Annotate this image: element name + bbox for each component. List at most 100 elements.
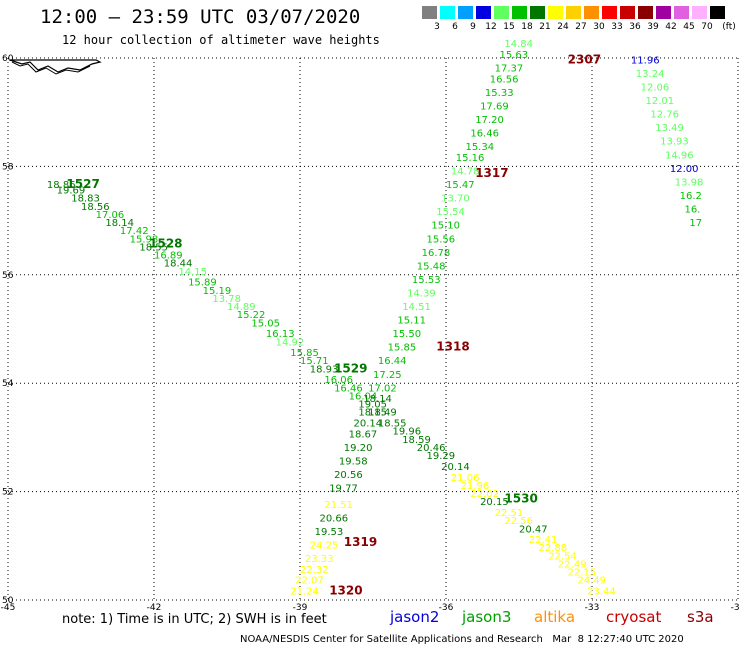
legend-label: 12 bbox=[485, 22, 497, 32]
swh-data-point: 19.69 bbox=[57, 186, 86, 197]
legend-label: 36 bbox=[629, 22, 641, 32]
legend-swatch bbox=[566, 6, 581, 19]
swh-data-point: 19.96 bbox=[392, 427, 421, 438]
swh-data-point: 24.25 bbox=[310, 541, 339, 552]
swh-data-point: 15.54 bbox=[436, 207, 465, 218]
swh-data-point: 16.06 bbox=[324, 375, 353, 386]
swh-data-point: 21.06 bbox=[451, 473, 480, 484]
swh-data-point: 14.39 bbox=[407, 288, 436, 299]
swh-data-point: 13.93 bbox=[660, 137, 689, 148]
swh-data-point: 14.96 bbox=[665, 150, 694, 161]
legend-swatch bbox=[692, 6, 707, 19]
swh-data-point: 17.20 bbox=[475, 115, 504, 126]
y-tick-label: 58 bbox=[2, 162, 14, 172]
swh-data-point: 15.33 bbox=[485, 88, 514, 99]
swh-data-point: 16.78 bbox=[422, 248, 451, 259]
swh-data-point: 15.34 bbox=[465, 142, 494, 153]
swh-data-point: 15.48 bbox=[417, 261, 446, 272]
swh-data-point: 18.49 bbox=[368, 408, 397, 419]
swh-data-point: 18.86 bbox=[47, 180, 76, 191]
swh-data-point: 16.46 bbox=[470, 129, 499, 140]
swh-data-point: 18.14 bbox=[363, 394, 392, 405]
swh-data-point: 20.47 bbox=[519, 524, 548, 535]
pass-time-label: 1318 bbox=[436, 340, 469, 354]
swh-data-point: 15.63 bbox=[500, 50, 529, 61]
legend-label: 27 bbox=[575, 22, 587, 32]
swh-data-point: 18.55 bbox=[139, 242, 168, 253]
mission-cryosat: cryosat bbox=[606, 608, 662, 626]
legend-swatch bbox=[512, 6, 527, 19]
legend-swatch bbox=[656, 6, 671, 19]
swh-data-point: 18.93 bbox=[310, 364, 339, 375]
swh-data-point: 12.01 bbox=[646, 96, 675, 107]
legend-swatch bbox=[602, 6, 617, 19]
swh-data-point: 15.56 bbox=[427, 234, 456, 245]
swh-data-point: 24.49 bbox=[577, 576, 606, 587]
swh-data-point: 22.51 bbox=[495, 508, 524, 519]
swh-data-point: 12.06 bbox=[641, 83, 670, 94]
mission-jason2: jason2 bbox=[390, 608, 440, 626]
swh-data-point: 19.53 bbox=[315, 527, 344, 538]
pass-time-label: 1320 bbox=[329, 584, 362, 598]
legend-label: 15 bbox=[503, 22, 515, 32]
swh-data-point: 19.20 bbox=[344, 443, 373, 454]
swh-data-point: 15.16 bbox=[456, 153, 485, 164]
swh-data-point: 19.77 bbox=[329, 484, 358, 495]
swh-data-point: 22.56 bbox=[504, 516, 533, 527]
swh-data-point: 20.15 bbox=[480, 497, 509, 508]
legend-swatch bbox=[710, 6, 725, 19]
pass-time-label: 1530 bbox=[504, 491, 537, 505]
swh-data-point: 15.22 bbox=[237, 310, 266, 321]
swh-data-point: 15.89 bbox=[188, 278, 217, 289]
y-tick-label: 50 bbox=[2, 596, 14, 606]
swh-data-point: 14.78 bbox=[451, 167, 480, 178]
swh-data-point: 14.89 bbox=[227, 302, 256, 313]
x-tick-label: -39 bbox=[293, 603, 308, 613]
x-tick-label: -30 bbox=[731, 603, 740, 613]
footnote: note: 1) Time is in UTC; 2) SWH is in fe… bbox=[62, 612, 327, 627]
swh-data-point: 15.85 bbox=[388, 343, 417, 354]
swh-data-point: 15.11 bbox=[397, 316, 426, 327]
y-tick-label: 54 bbox=[2, 379, 14, 389]
swh-data-point: 22.41 bbox=[529, 535, 558, 546]
legend-label: 30 bbox=[593, 22, 605, 32]
swh-data-point: 23.44 bbox=[587, 587, 616, 598]
swh-data-point: 18.83 bbox=[71, 194, 100, 205]
swh-data-point: 19.29 bbox=[427, 451, 456, 462]
x-tick-label: -42 bbox=[147, 603, 162, 613]
swh-data-point: 22.02 bbox=[470, 489, 499, 500]
x-tick-label: -45 bbox=[1, 603, 16, 613]
swh-data-point: 15.50 bbox=[392, 329, 421, 340]
y-tick-label: 56 bbox=[2, 271, 14, 281]
swh-data-point: 20.46 bbox=[417, 443, 446, 454]
legend-label: 70 bbox=[701, 22, 713, 32]
pass-time-label: 1319 bbox=[344, 535, 377, 549]
swh-data-point: 22.15 bbox=[568, 568, 597, 579]
legend-swatch bbox=[638, 6, 653, 19]
swh-data-point: 16.04 bbox=[349, 391, 378, 402]
legend-label: 45 bbox=[683, 22, 695, 32]
legend-label: 33 bbox=[611, 22, 623, 32]
pass-time-label: 1527 bbox=[66, 177, 99, 191]
coastline-shape bbox=[9, 59, 102, 75]
swh-data-point: 13.98 bbox=[675, 177, 704, 188]
swh-data-point: 15.53 bbox=[412, 275, 441, 286]
swh-data-point: 17.02 bbox=[368, 383, 397, 394]
pass-time-label: 1529 bbox=[334, 361, 367, 375]
swh-data-point: 22.88 bbox=[538, 543, 567, 554]
x-tick-label: -33 bbox=[585, 603, 600, 613]
swh-data-point: 15.71 bbox=[300, 356, 329, 367]
swh-data-point: 12.76 bbox=[650, 110, 679, 121]
legend-swatch bbox=[458, 6, 473, 19]
legend-swatch bbox=[494, 6, 509, 19]
legend-label: 39 bbox=[647, 22, 659, 32]
swh-data-point: 15.05 bbox=[251, 318, 280, 329]
swh-data-point: 16.44 bbox=[378, 356, 407, 367]
swh-data-point: 19.05 bbox=[358, 400, 387, 411]
legend-swatch bbox=[548, 6, 563, 19]
swh-data-point: 18.56 bbox=[81, 202, 110, 213]
y-tick-label: 60 bbox=[2, 54, 14, 64]
swh-data-point: 17.25 bbox=[373, 370, 402, 381]
mission-jason3: jason3 bbox=[462, 608, 512, 626]
swh-data-point: 13.24 bbox=[636, 69, 665, 80]
